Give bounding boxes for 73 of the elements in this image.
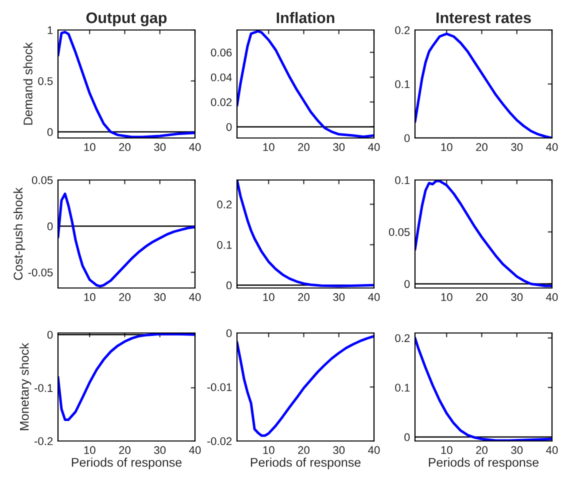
chart-title: Output gap [86, 12, 167, 26]
x-tick-label: 20 [476, 293, 488, 302]
chart-title: Interest rates [436, 12, 531, 24]
y-tick-label: 0 [47, 330, 53, 339]
y-tick-label: 0 [47, 128, 53, 136]
x-tick-label: 20 [476, 143, 488, 152]
x-tick-label: 20 [119, 143, 130, 152]
x-tick-label: 40 [546, 293, 558, 302]
y-tick-label: 0.02 [210, 98, 232, 106]
chart-title: Inflation [276, 12, 334, 24]
x-tick-label: 20 [298, 143, 310, 152]
x-tick-label: 30 [154, 143, 166, 152]
x-tick-label: 40 [189, 143, 201, 152]
y-tick-label: 0.1 [217, 240, 232, 249]
y-tick-label: -0.2 [34, 437, 53, 446]
x-tick-label: 10 [263, 143, 274, 152]
y-axis-title: Cost-push shock [13, 187, 26, 280]
x-tick-label: 40 [368, 143, 380, 152]
y-tick-label: -0.01 [207, 383, 232, 392]
x-tick-label: 20 [298, 446, 310, 454]
y-tick-label: -0.02 [207, 437, 232, 446]
y-tick-label: 0.2 [217, 200, 232, 208]
x-tick-label: 40 [189, 293, 201, 302]
x-tick-label: 10 [84, 143, 96, 152]
x-tick-label: 10 [263, 446, 274, 454]
y-axis-title: Demand shock [23, 42, 32, 125]
y-tick-label: 0 [226, 281, 232, 290]
y-tick-label: 0 [226, 123, 232, 131]
x-tick-label: 20 [119, 446, 130, 454]
x-axis-title: Periods of response [250, 458, 361, 470]
y-tick-label: 0 [404, 280, 410, 288]
x-tick-label: 20 [298, 293, 310, 302]
x-tick-label: 40 [368, 446, 380, 454]
y-tick-label: 0 [226, 329, 232, 338]
x-tick-label: 10 [441, 293, 452, 302]
y-tick-label: 0.04 [210, 73, 232, 82]
y-tick-label: -0.05 [28, 268, 53, 276]
y-tick-label: -0.1 [34, 384, 53, 392]
x-tick-label: 30 [333, 143, 345, 152]
x-tick-label: 40 [546, 143, 558, 152]
y-tick-label: 0.5 [38, 77, 53, 86]
y-tick-label: 0 [404, 433, 410, 442]
x-axis-title: Periods of response [428, 458, 539, 470]
x-tick-label: 40 [189, 446, 201, 454]
y-tick-label: 0.2 [395, 26, 410, 34]
y-tick-label: 0.1 [395, 384, 410, 392]
y-tick-label: 0.06 [210, 48, 232, 56]
x-tick-label: 20 [476, 446, 488, 454]
x-tick-label: 10 [263, 293, 274, 302]
x-tick-label: 40 [546, 446, 558, 454]
y-tick-label: 0 [404, 134, 410, 142]
x-axis-title: Periods of response [72, 458, 182, 470]
y-tick-label: 0.1 [395, 176, 410, 184]
x-tick-label: 30 [154, 293, 166, 302]
x-tick-label: 30 [333, 293, 345, 302]
x-tick-label: 30 [511, 293, 523, 302]
y-tick-label: 0.2 [395, 334, 410, 342]
y-tick-label: 0 [47, 222, 53, 230]
x-tick-label: 10 [84, 293, 96, 302]
y-tick-label: 0.05 [388, 228, 410, 236]
x-tick-label: 30 [511, 446, 523, 454]
y-tick-label: 1 [48, 26, 53, 34]
x-tick-label: 20 [119, 293, 130, 302]
x-tick-label: 10 [84, 446, 96, 454]
x-tick-label: 10 [441, 143, 452, 152]
x-tick-label: 30 [333, 446, 345, 454]
y-tick-label: 0.05 [32, 176, 53, 184]
x-tick-label: 30 [511, 143, 523, 152]
x-tick-label: 40 [368, 293, 380, 302]
x-tick-label: 30 [154, 446, 166, 454]
y-axis-title: Monetary shock [20, 342, 32, 430]
y-tick-label: 0.1 [395, 80, 410, 88]
x-tick-label: 10 [441, 446, 452, 454]
